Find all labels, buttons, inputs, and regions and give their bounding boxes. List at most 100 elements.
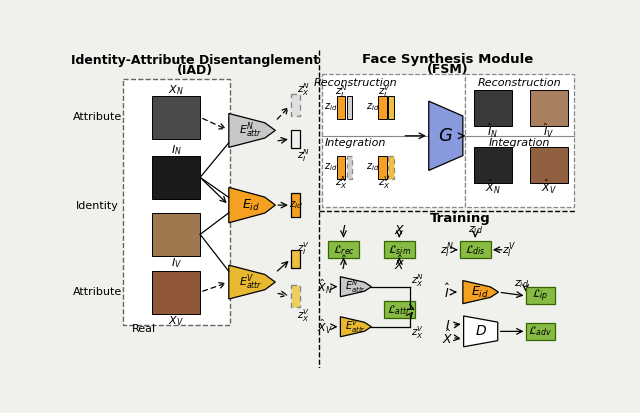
Bar: [152, 271, 200, 313]
FancyBboxPatch shape: [384, 301, 415, 318]
Text: $I_N$: $I_N$: [171, 143, 182, 157]
Bar: [152, 213, 200, 256]
Text: $\hat{I}$: $\hat{I}$: [444, 283, 451, 301]
Bar: [529, 90, 568, 126]
Bar: [291, 94, 300, 116]
Text: $\hat{X}_V$: $\hat{X}_V$: [317, 318, 333, 336]
Text: $z_{id}$: $z_{id}$: [324, 161, 337, 173]
Text: $z_X^V$: $z_X^V$: [378, 174, 391, 191]
Text: Face Synthesis Module: Face Synthesis Module: [362, 53, 533, 66]
Polygon shape: [229, 114, 275, 147]
Text: $E_{attr}^N$: $E_{attr}^N$: [345, 278, 365, 295]
Text: $E_{attr}^V$: $E_{attr}^V$: [345, 318, 365, 335]
Text: $\hat{I}_N$: $\hat{I}_N$: [488, 121, 499, 140]
Text: $z_{id}$: $z_{id}$: [366, 102, 380, 113]
Bar: [291, 285, 300, 307]
Text: $\mathcal{L}_{sim}$: $\mathcal{L}_{sim}$: [388, 243, 411, 256]
Text: Reconstruction: Reconstruction: [477, 78, 561, 88]
Text: $z_X^N$: $z_X^N$: [411, 272, 424, 289]
Bar: [291, 250, 300, 268]
Polygon shape: [429, 101, 463, 171]
Bar: [152, 96, 200, 139]
Text: Identity: Identity: [76, 201, 118, 211]
Bar: [347, 156, 353, 179]
Bar: [291, 193, 300, 217]
Text: $z_{id}$: $z_{id}$: [366, 161, 380, 173]
Text: $X$: $X$: [394, 224, 405, 237]
Text: Attribute: Attribute: [72, 112, 122, 122]
Text: $D$: $D$: [475, 324, 486, 338]
Text: $\mathcal{L}_{attr}$: $\mathcal{L}_{attr}$: [387, 303, 412, 317]
FancyBboxPatch shape: [525, 323, 555, 340]
Text: (IAD): (IAD): [177, 64, 212, 77]
Text: Attribute: Attribute: [72, 287, 122, 297]
Bar: [347, 96, 353, 119]
Text: $z_X^N$: $z_X^N$: [296, 81, 310, 98]
Text: $\hat{X}$: $\hat{X}$: [442, 328, 453, 347]
Text: $\mathcal{L}_{ip}$: $\mathcal{L}_{ip}$: [532, 288, 548, 304]
Text: $z_{id}$: $z_{id}$: [468, 225, 483, 236]
Text: $\hat{I}$: $\hat{I}$: [340, 254, 346, 273]
Polygon shape: [229, 265, 275, 299]
Text: $E_{id}$: $E_{id}$: [471, 285, 489, 300]
Bar: [337, 156, 346, 179]
Text: $\mathcal{L}_{rec}$: $\mathcal{L}_{rec}$: [333, 243, 355, 256]
FancyBboxPatch shape: [525, 287, 555, 304]
Text: Reconstruction: Reconstruction: [314, 78, 397, 88]
Text: $\hat{X}_N$: $\hat{X}_N$: [485, 178, 501, 197]
Text: $E_{attr}^V$: $E_{attr}^V$: [239, 272, 262, 292]
Bar: [474, 90, 513, 126]
FancyBboxPatch shape: [322, 74, 465, 206]
Bar: [474, 147, 513, 183]
Text: Training: Training: [429, 212, 490, 225]
Text: Identity-Attribute Disentanglement: Identity-Attribute Disentanglement: [70, 54, 319, 67]
FancyBboxPatch shape: [460, 241, 491, 258]
Polygon shape: [463, 280, 499, 304]
Text: $I$: $I$: [341, 224, 346, 237]
Text: $I$: $I$: [445, 319, 450, 332]
Text: $\hat{X}$: $\hat{X}$: [394, 254, 405, 273]
Bar: [388, 96, 394, 119]
Text: $z_{id}$: $z_{id}$: [289, 199, 303, 211]
Text: $z_I^V$: $z_I^V$: [502, 240, 516, 259]
Text: $z_I^V$: $z_I^V$: [378, 83, 391, 100]
Text: Real: Real: [131, 324, 156, 334]
Text: $z_{id}$: $z_{id}$: [324, 102, 337, 113]
Text: $z_I^N$: $z_I^N$: [440, 240, 454, 259]
Text: $\mathcal{L}_{adv}$: $\mathcal{L}_{adv}$: [528, 325, 552, 338]
Text: $\hat{I}_V$: $\hat{I}_V$: [543, 121, 554, 140]
Text: Integration: Integration: [324, 138, 386, 149]
Text: $E_{attr}^N$: $E_{attr}^N$: [239, 121, 262, 140]
Text: $X_V$: $X_V$: [168, 314, 184, 328]
Text: Integration: Integration: [489, 138, 550, 149]
Text: $z_X^V$: $z_X^V$: [296, 307, 310, 324]
Bar: [152, 156, 200, 199]
Bar: [291, 130, 300, 148]
FancyBboxPatch shape: [384, 241, 415, 258]
Text: $z_I^N$: $z_I^N$: [296, 147, 310, 164]
Text: $z_X^N$: $z_X^N$: [335, 174, 348, 191]
Polygon shape: [340, 277, 371, 297]
Text: $I_V$: $I_V$: [171, 256, 182, 270]
Text: (FSM): (FSM): [426, 63, 468, 76]
FancyBboxPatch shape: [328, 241, 359, 258]
Bar: [388, 156, 394, 179]
Polygon shape: [340, 317, 371, 337]
Text: $\hat{X}_V$: $\hat{X}_V$: [541, 178, 557, 197]
Bar: [378, 96, 387, 119]
Text: $E_{id}$: $E_{id}$: [242, 197, 260, 213]
Bar: [337, 96, 346, 119]
Text: $z_X^V$: $z_X^V$: [411, 325, 424, 341]
Text: $\mathcal{L}_{dis}$: $\mathcal{L}_{dis}$: [465, 243, 486, 256]
Text: $z_{id}$: $z_{id}$: [515, 278, 529, 290]
Text: $z_I^N$: $z_I^N$: [335, 83, 348, 100]
Text: $G$: $G$: [438, 127, 453, 145]
FancyBboxPatch shape: [465, 74, 573, 206]
Text: $\hat{X}_N$: $\hat{X}_N$: [317, 278, 333, 296]
Polygon shape: [463, 316, 498, 347]
FancyBboxPatch shape: [123, 79, 230, 325]
Bar: [378, 156, 387, 179]
Bar: [529, 147, 568, 183]
Text: $z_I^V$: $z_I^V$: [296, 240, 310, 256]
Text: $X_N$: $X_N$: [168, 83, 184, 97]
